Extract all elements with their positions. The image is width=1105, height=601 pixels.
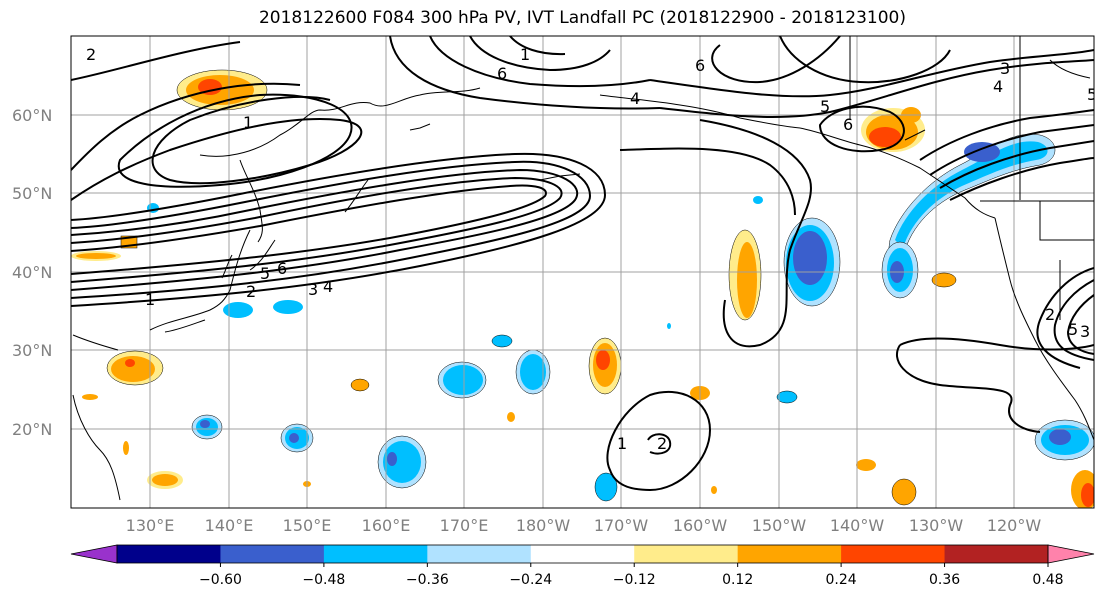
gridlines [71, 36, 1094, 508]
contour-label: 3 [308, 280, 318, 299]
colorbar-tick-label: −0.48 [302, 572, 345, 588]
contour-label: 5 [1087, 85, 1097, 104]
colorbar-tick-label: −0.60 [199, 572, 242, 588]
colorbar-tick-label: −0.36 [406, 572, 449, 588]
lon-label: 120°W [987, 516, 1042, 535]
colorbar-tick-label: 0.48 [1032, 572, 1063, 588]
contour-label: 1 [243, 113, 253, 132]
colorbar-tick-label: −0.12 [613, 572, 656, 588]
colorbar-extension-left [70, 544, 118, 564]
map-title: 2018122600 F084 300 hPa PV, IVT Landfall… [258, 8, 906, 28]
contour-labels: 1 2 3 4 5 6 6 6 5 4 2 1 6 5 4 3 2 1 2 3 … [86, 45, 1097, 453]
lon-label: 170°W [594, 516, 649, 535]
colorbar-extension-right [1047, 544, 1095, 564]
colorbar: −0.60 −0.48 −0.36 −0.24 −0.12 0.12 0.24 0.36 0.4… [70, 544, 1095, 588]
colorbar-segment [841, 545, 946, 563]
longitude-labels: 130°E 140°E 150°E 160°E 170°E 180°W 170°… [126, 516, 1042, 535]
contour-label: 3 [1080, 322, 1090, 341]
lat-label: 30°N [12, 341, 52, 360]
contour-label: 5 [260, 264, 270, 283]
contour-label: 4 [993, 77, 1003, 96]
lat-label: 60°N [12, 106, 52, 125]
colorbar-segment [944, 545, 1049, 563]
contour-label: 6 [843, 115, 853, 134]
colorbar-tick-label: 0.24 [826, 572, 857, 588]
latitude-labels: 60°N 50°N 40°N 30°N 20°N [12, 106, 52, 439]
colorbar-segment [117, 545, 221, 563]
colorbar-segment [323, 545, 428, 563]
map-plot-area: 1 2 3 4 5 6 6 6 5 4 2 1 6 5 4 3 2 1 2 3 … [71, 36, 1097, 508]
lon-label: 180°W [516, 516, 571, 535]
lat-label: 40°N [12, 263, 52, 282]
contour-label: 5 [820, 97, 830, 116]
lon-label: 140°E [205, 516, 254, 535]
contour-label: 1 [145, 290, 155, 309]
lon-label: 150°E [283, 516, 332, 535]
contour-label: 1 [617, 434, 627, 453]
colorbar-segment [220, 545, 325, 563]
pv-contours [71, 36, 1094, 492]
colorbar-tick-label: −0.24 [509, 572, 552, 588]
contour-label: 2 [246, 282, 256, 301]
lat-label: 50°N [12, 184, 52, 203]
contour-label: 6 [695, 56, 705, 75]
contour-label: 6 [277, 259, 287, 278]
colorbar-segment [530, 545, 635, 563]
contour-label: 4 [323, 277, 333, 296]
contour-label: 2 [86, 45, 96, 64]
colorbar-tick-label: 0.12 [722, 572, 753, 588]
lon-label: 170°E [440, 516, 489, 535]
lon-label: 160°E [362, 516, 411, 535]
colorbar-segment [427, 545, 532, 563]
lon-label: 160°W [673, 516, 728, 535]
contour-label: 1 [520, 45, 530, 64]
colorbar-segment [634, 545, 739, 563]
lon-label: 140°W [830, 516, 885, 535]
contour-label: 6 [497, 64, 507, 83]
lon-label: 130°W [909, 516, 964, 535]
lat-label: 20°N [12, 420, 52, 439]
map-frame [70, 35, 1095, 509]
colorbar-segments [117, 545, 1049, 563]
contour-label: 2 [1045, 305, 1055, 324]
colorbar-ticks: −0.60 −0.48 −0.36 −0.24 −0.12 0.12 0.24 0.36 0.4… [199, 563, 1064, 588]
contour-label: 2 [657, 434, 667, 453]
lon-label: 130°E [126, 516, 175, 535]
contour-label: 4 [630, 89, 640, 108]
lon-label: 150°W [752, 516, 807, 535]
colorbar-tick-label: 0.36 [929, 572, 960, 588]
pv-positive-patches [71, 69, 1094, 508]
contour-label: 3 [1000, 59, 1010, 78]
colorbar-segment [737, 545, 842, 563]
contour-label: 5 [1068, 320, 1078, 339]
